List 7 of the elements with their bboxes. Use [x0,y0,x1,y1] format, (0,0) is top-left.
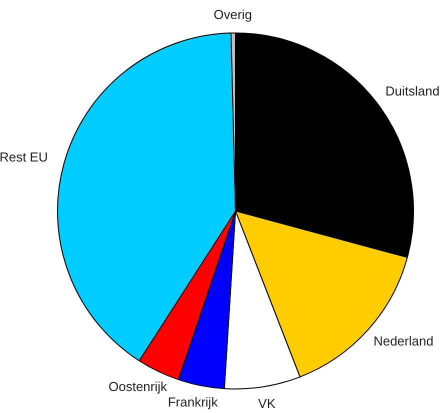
slice-label: Rest EU [0,150,48,165]
slice-label: Nederland [373,333,434,348]
slice-label: Duitsland [385,84,440,99]
slice-label: Overig [214,6,252,22]
slice-label: Frankrijk [168,394,218,410]
slice-label: VK [258,396,276,412]
slice-label: Oostenrijk [108,378,168,394]
